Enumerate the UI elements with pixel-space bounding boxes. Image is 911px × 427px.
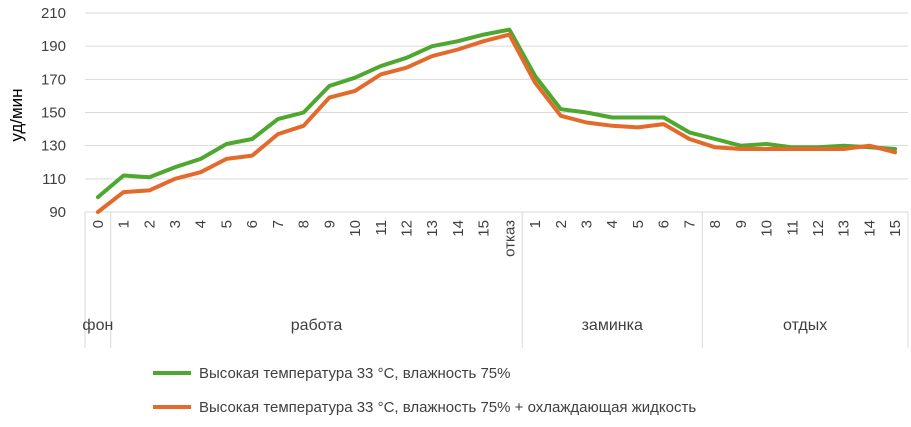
x-tick-label: 9	[733, 220, 750, 228]
y-axis-label: уд/мин	[7, 88, 26, 141]
x-tick-label: 8	[707, 220, 724, 228]
y-tick-label: 90	[49, 204, 66, 221]
y-tick-label: 170	[41, 71, 66, 88]
x-tick-label: 15	[476, 220, 493, 237]
x-tick-label: 0	[90, 220, 107, 228]
y-tick-label: 190	[41, 38, 66, 55]
x-tick-label: 14	[861, 220, 878, 237]
group-label: фон	[82, 317, 113, 334]
x-tick-label: 1	[527, 220, 544, 228]
x-axis: 0 1 2 3 4 5 6 7 8 9 10 11 12 13 14 15 отказ 1 2 3 4 5 6 7 8 9 10 11…	[82, 211, 909, 348]
group-label: отдых	[783, 317, 827, 334]
y-tick-label: 210	[41, 5, 66, 22]
x-tick-label: 6	[244, 220, 261, 228]
group-label: заминка	[582, 317, 643, 334]
group-label: работа	[291, 317, 343, 334]
x-tick-label: 13	[424, 220, 441, 237]
series-line-1	[95, 27, 898, 200]
x-tick-label: 4	[604, 220, 621, 228]
x-tick-label: 2	[141, 220, 158, 228]
x-tick-label: 11	[373, 220, 390, 236]
y-tick-label: 130	[41, 138, 66, 155]
x-tick-label: 10	[347, 220, 364, 237]
series-line-2	[95, 32, 898, 214]
x-tick-label: 15	[887, 220, 904, 237]
x-tick-label: 6	[656, 220, 673, 228]
x-tick-label: 11	[784, 220, 801, 236]
x-tick-label: 2	[553, 220, 570, 228]
x-tick-label: 3	[579, 220, 596, 228]
x-tick-label: 12	[398, 220, 415, 237]
x-tick-label: 7	[270, 220, 287, 228]
legend: Высокая температура 33 °C, влажность 75%…	[153, 365, 696, 416]
x-tick-label: отказ	[501, 220, 518, 257]
series-lines	[95, 27, 898, 214]
y-axis: 90 110 130 150 170 190 210	[41, 5, 66, 221]
x-tick-label: 1	[116, 220, 133, 228]
legend-label-2: Высокая температура 33 °C, влажность 75%…	[199, 399, 696, 416]
y-tick-label: 150	[41, 105, 66, 122]
x-tick-label: 4	[193, 220, 210, 228]
x-tick-label: 5	[218, 220, 235, 228]
x-tick-label: 3	[167, 220, 184, 228]
x-tick-label: 7	[681, 220, 698, 228]
gridlines	[85, 12, 908, 213]
x-tick-label: 14	[450, 220, 467, 237]
x-tick-label: 13	[836, 220, 853, 237]
x-tick-label: 12	[810, 220, 827, 237]
x-tick-label: 10	[759, 220, 776, 237]
x-tick-label: 9	[321, 220, 338, 228]
x-tick-label: 5	[630, 220, 647, 228]
legend-label-1: Высокая температура 33 °C, влажность 75%	[199, 365, 511, 382]
x-tick-label: 8	[296, 220, 313, 228]
y-tick-label: 110	[42, 171, 66, 188]
